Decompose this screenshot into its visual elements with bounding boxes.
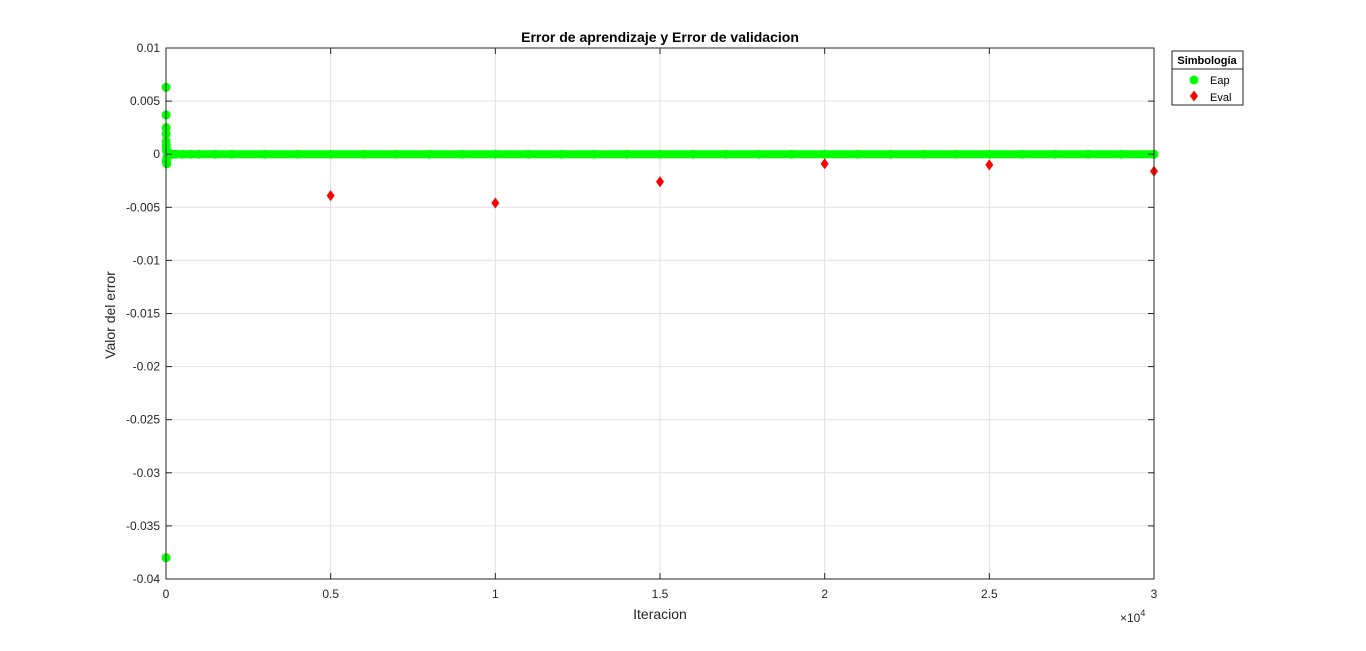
y-tick-label: -0.015 [126, 307, 160, 321]
x-tick-label: 0.5 [322, 587, 339, 601]
eap-point [326, 149, 336, 159]
eval-point [820, 158, 829, 170]
x-tick-label: 3 [1151, 587, 1158, 601]
eap-point [260, 149, 270, 159]
eap-point [556, 149, 566, 159]
eap-point [359, 149, 369, 159]
eap-point [754, 149, 764, 159]
eap-point [1050, 149, 1060, 159]
series-eval [326, 158, 1158, 209]
eap-point [177, 149, 187, 159]
y-tick-label: -0.03 [133, 466, 161, 480]
y-tick-label: -0.005 [126, 200, 160, 214]
eap-point [918, 149, 928, 159]
plot-axes[interactable]: 0 0.5 1 1.5 2 2.5 3 -0.04 -0.035 -0.03 -0.025 -0.02… [126, 41, 1159, 601]
axis-ticks: 0 0.5 1 1.5 2 2.5 3 -0.04 -0.035 -0.03 -0.025 -0.02… [126, 41, 1158, 601]
x-exponent-base: ×10 [1120, 611, 1141, 625]
x-tick-label: 1.5 [652, 587, 669, 601]
x-tick-label: 2.5 [981, 587, 998, 601]
legend-title: Simbología [1177, 55, 1237, 67]
eap-point [457, 149, 467, 159]
y-tick-label: 0 [153, 147, 160, 161]
eap-point [1083, 149, 1093, 159]
y-tick-label: -0.025 [126, 413, 160, 427]
eap-point [721, 149, 731, 159]
x-exponent-label: ×104 [1120, 608, 1145, 625]
eap-point [820, 149, 830, 159]
eap-point [162, 159, 172, 169]
eap-point [523, 149, 533, 159]
legend-eval-label: Eval [1210, 92, 1231, 104]
eap-point [655, 149, 665, 159]
eap-point [171, 149, 181, 159]
y-tick-label: -0.035 [126, 519, 160, 533]
eap-point [1116, 149, 1126, 159]
chart-title: Error de aprendizaje y Error de validaci… [521, 29, 799, 45]
y-tick-label: 0.005 [130, 94, 160, 108]
legend[interactable]: Simbología Eap Eval [1171, 50, 1244, 106]
eap-point [853, 149, 863, 159]
eap-point [688, 149, 698, 159]
eap-point [490, 149, 500, 159]
eval-point [326, 190, 335, 202]
eval-point [491, 197, 500, 209]
x-axis-label: Iteracion [633, 606, 687, 622]
y-tick-label: 0.01 [137, 41, 161, 55]
x-tick-label: 1 [492, 587, 499, 601]
eap-point [210, 149, 220, 159]
eap-point [186, 149, 196, 159]
eap-point [589, 149, 599, 159]
x-tick-label: 0 [163, 587, 170, 601]
eap-point [424, 149, 434, 159]
eap-point [951, 149, 961, 159]
eval-point [985, 159, 994, 171]
eap-point [886, 149, 896, 159]
legend-eap-label: Eap [1210, 75, 1230, 87]
y-tick-label: -0.04 [133, 572, 161, 586]
legend-box [1171, 50, 1244, 106]
x-exponent-power: 4 [1140, 608, 1145, 618]
eval-point [656, 176, 664, 188]
legend-eval-marker [1190, 90, 1198, 102]
eap-point [1017, 149, 1027, 159]
series-eap [161, 82, 1159, 563]
y-tick-label: -0.01 [133, 253, 161, 267]
eap-point [194, 149, 204, 159]
y-tick-label: -0.02 [133, 360, 161, 374]
x-tick-label: 2 [821, 587, 828, 601]
eap-point [392, 149, 402, 159]
legend-eap-marker [1189, 75, 1199, 85]
eap-point [293, 149, 303, 159]
y-axis-label: Valor del error [102, 271, 118, 359]
eap-point [622, 149, 632, 159]
eap-point [787, 149, 797, 159]
eap-point [984, 149, 994, 159]
eap-point [227, 149, 237, 159]
